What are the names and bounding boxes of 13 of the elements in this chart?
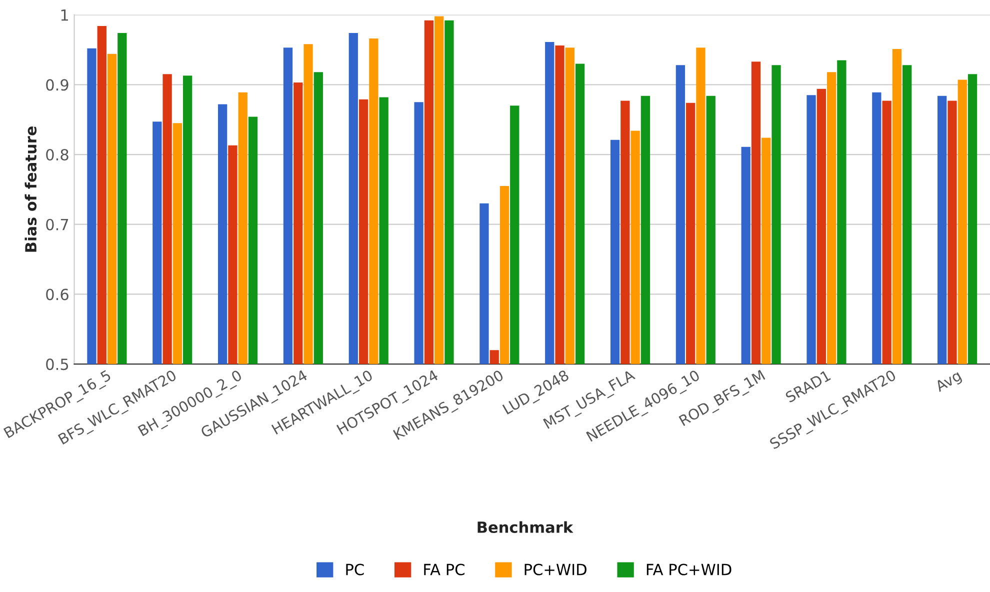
x-axis-title: Benchmark bbox=[478, 521, 574, 534]
y-tick-label: 1 bbox=[61, 9, 68, 21]
y-tick-label: 0.9 bbox=[46, 79, 68, 91]
x-tick-label: Avg bbox=[934, 370, 964, 395]
y-tick-label: 0.8 bbox=[46, 148, 68, 161]
y-tick-label: 0.7 bbox=[46, 218, 68, 230]
y-tick-label: 0.5 bbox=[46, 358, 68, 370]
legend-label: FA PC+WID bbox=[646, 564, 732, 576]
legend-label: FA PC bbox=[424, 564, 464, 576]
legend-label: PC bbox=[346, 564, 364, 576]
y-tick-label: 0.6 bbox=[46, 288, 68, 300]
legend-label: PC+WID bbox=[524, 564, 586, 576]
y-axis-title: Bias of feature bbox=[24, 126, 37, 252]
